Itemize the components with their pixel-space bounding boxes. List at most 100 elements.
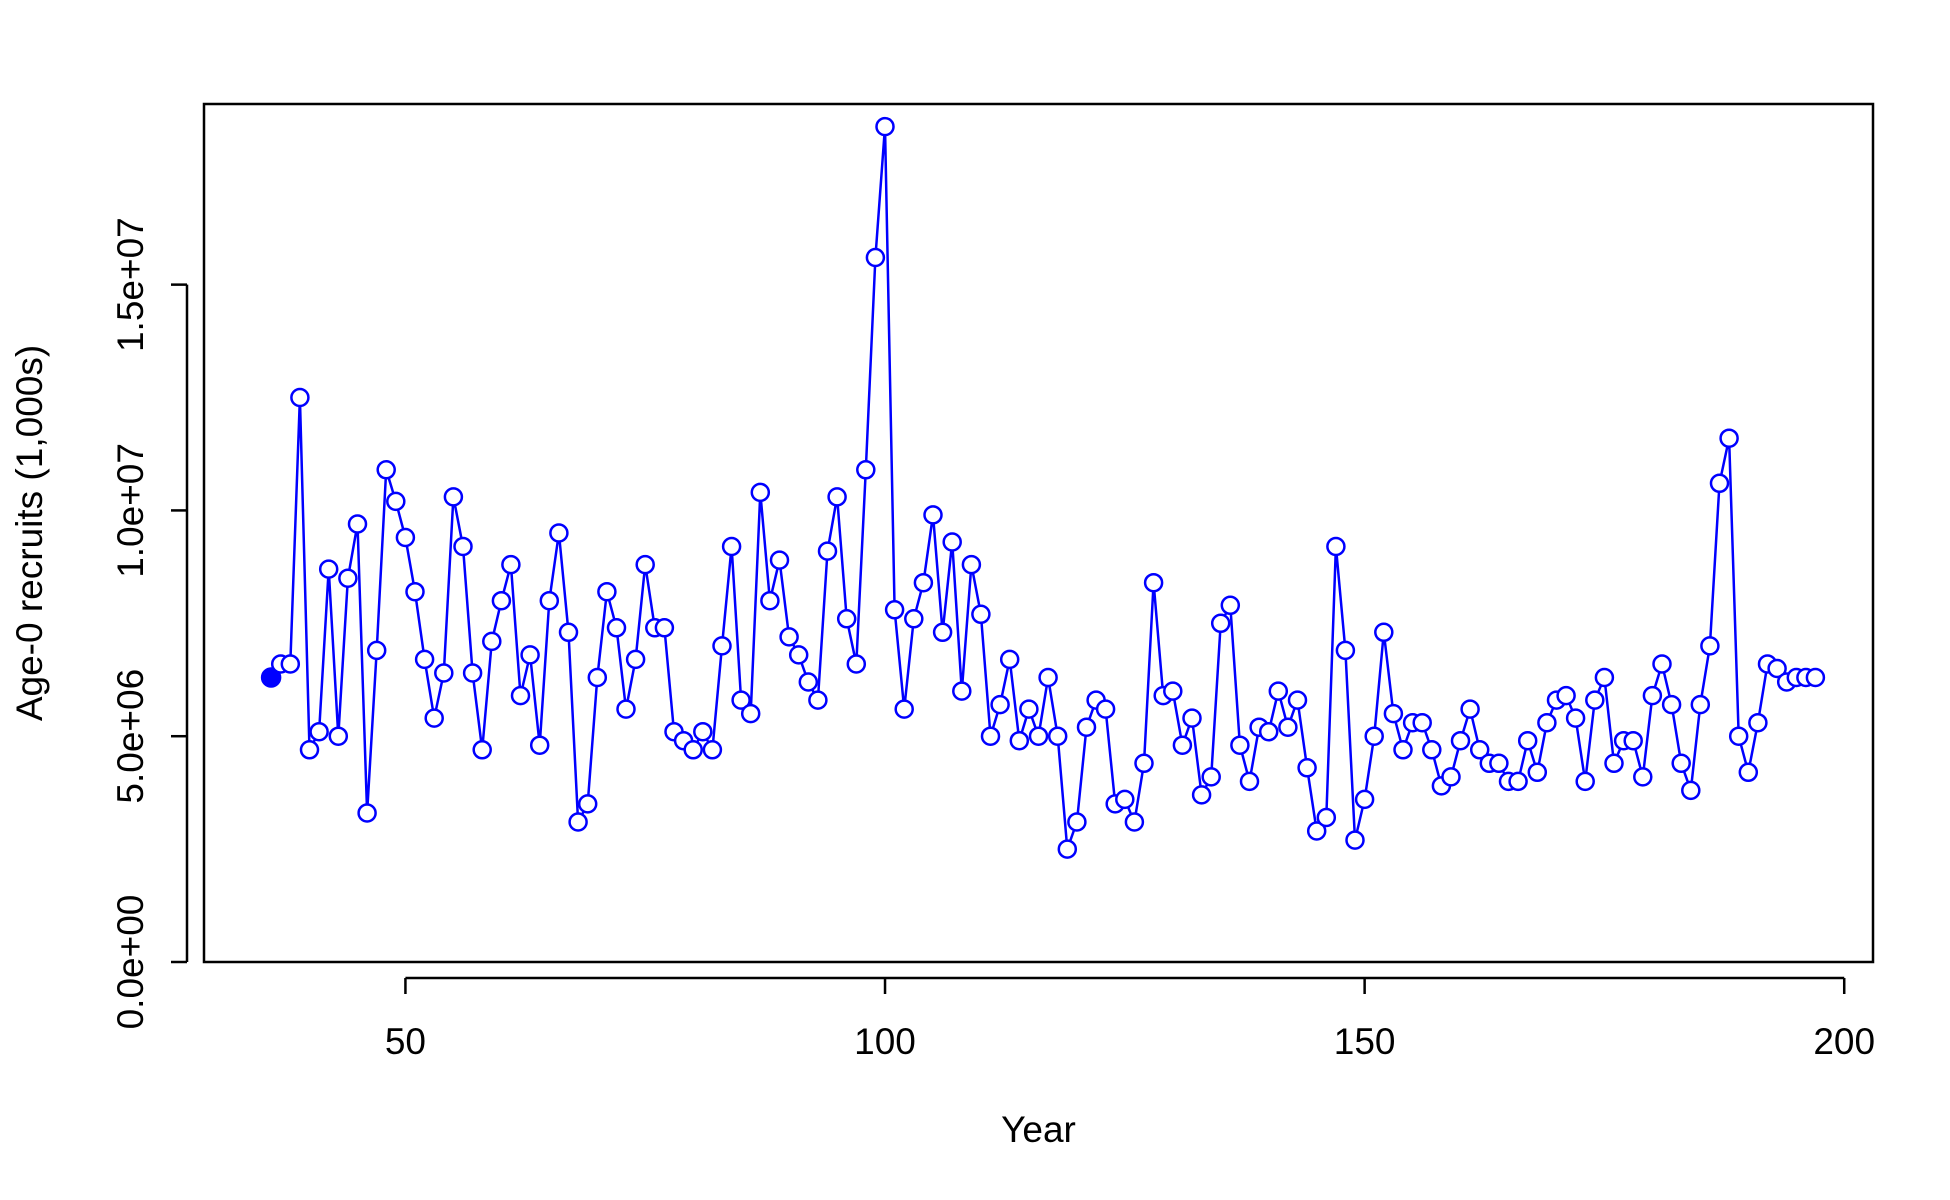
data-point — [952, 681, 972, 701]
data-point — [1450, 730, 1471, 751]
data-point — [1633, 767, 1653, 787]
data-point — [386, 491, 406, 512]
data-point — [1383, 703, 1404, 724]
x-axis: 50 100 150 200 — [385, 976, 1875, 1062]
data-point — [808, 690, 828, 710]
data-point — [529, 735, 550, 755]
data-point — [1690, 694, 1711, 715]
data-point — [1028, 726, 1049, 746]
data-point — [472, 740, 492, 760]
data-point — [731, 690, 751, 710]
x-tick-label: 50 — [385, 1021, 426, 1062]
data-point — [1297, 758, 1317, 778]
data-point — [453, 536, 473, 557]
data-point — [635, 554, 655, 575]
data-point — [1594, 667, 1615, 688]
data-point — [971, 604, 991, 625]
y-tick-label: 5.0e+06 — [110, 669, 151, 804]
data-point — [1278, 717, 1298, 737]
data-point — [405, 581, 425, 602]
data-point — [1210, 613, 1231, 634]
data-point — [750, 482, 771, 503]
data-point — [904, 609, 924, 629]
data-point — [1738, 762, 1759, 783]
data-point — [1182, 708, 1202, 728]
data-point — [1115, 789, 1135, 810]
data-point — [683, 740, 703, 760]
data-point — [1441, 767, 1461, 787]
data-point — [702, 740, 723, 760]
data-point — [1623, 730, 1643, 751]
data-point — [1239, 771, 1260, 792]
data-point — [597, 581, 617, 602]
x-tick-label: 150 — [1334, 1021, 1396, 1062]
data-point — [1604, 753, 1624, 774]
y-axis: 0.0e+00 5.0e+06 1.0e+07 1.5e+07 — [110, 217, 189, 1029]
data-point — [1163, 681, 1183, 701]
data-point — [482, 631, 502, 652]
data-point — [1469, 740, 1490, 760]
data-point — [577, 794, 598, 814]
data-point — [510, 685, 531, 706]
data-point — [1316, 807, 1337, 828]
data-point — [1527, 762, 1548, 783]
data-point — [357, 803, 377, 823]
x-tick-label: 100 — [854, 1021, 916, 1062]
data-point — [1287, 690, 1308, 710]
data-point — [1661, 694, 1682, 715]
data-point — [836, 609, 857, 629]
data-point — [760, 590, 780, 611]
data-point — [894, 699, 914, 719]
data-point — [788, 645, 809, 665]
data-point — [654, 618, 675, 638]
data-point — [693, 721, 713, 742]
data-point — [1095, 699, 1116, 719]
data-point — [1268, 681, 1289, 701]
data-point — [549, 523, 569, 543]
data-point — [1489, 753, 1509, 774]
data-point — [462, 663, 483, 683]
y-axis-title: Age-0 recruits (1,000s) — [9, 345, 50, 721]
data-point — [1709, 473, 1730, 494]
data-point — [290, 387, 310, 408]
data-point — [1038, 667, 1058, 688]
x-tick-label: 200 — [1813, 1021, 1875, 1062]
data-point — [865, 247, 886, 268]
data-point — [625, 649, 646, 670]
data-point — [1220, 595, 1241, 616]
data-point — [1335, 640, 1356, 661]
data-point — [318, 559, 339, 579]
data-point — [491, 590, 512, 611]
data-point — [1805, 667, 1826, 688]
data-point-filled — [260, 667, 282, 688]
data-point — [856, 460, 876, 480]
data-point — [846, 654, 867, 674]
data-point — [1009, 730, 1030, 751]
data-point — [1585, 690, 1605, 710]
data-point — [1537, 712, 1557, 733]
data-point — [1652, 654, 1672, 674]
data-point — [1556, 685, 1576, 706]
data-point — [1642, 685, 1663, 706]
data-point — [1076, 717, 1097, 737]
y-tick-label: 1.5e+07 — [110, 217, 151, 352]
data-point — [366, 640, 387, 661]
data-point — [434, 663, 454, 683]
data-point — [1124, 812, 1145, 832]
data-point — [1364, 726, 1384, 746]
data-point — [1393, 740, 1413, 760]
data-point — [884, 600, 905, 620]
data-point — [1422, 740, 1442, 760]
data-point — [616, 699, 636, 719]
data-point — [817, 541, 838, 561]
data-point — [1728, 726, 1749, 746]
data-point — [932, 622, 953, 643]
data-point — [1565, 708, 1586, 728]
data-point — [1517, 730, 1538, 751]
data-point — [587, 667, 608, 688]
data-point — [299, 740, 320, 760]
data-point — [769, 550, 790, 570]
data-point — [1172, 735, 1193, 755]
data-point — [827, 487, 847, 507]
